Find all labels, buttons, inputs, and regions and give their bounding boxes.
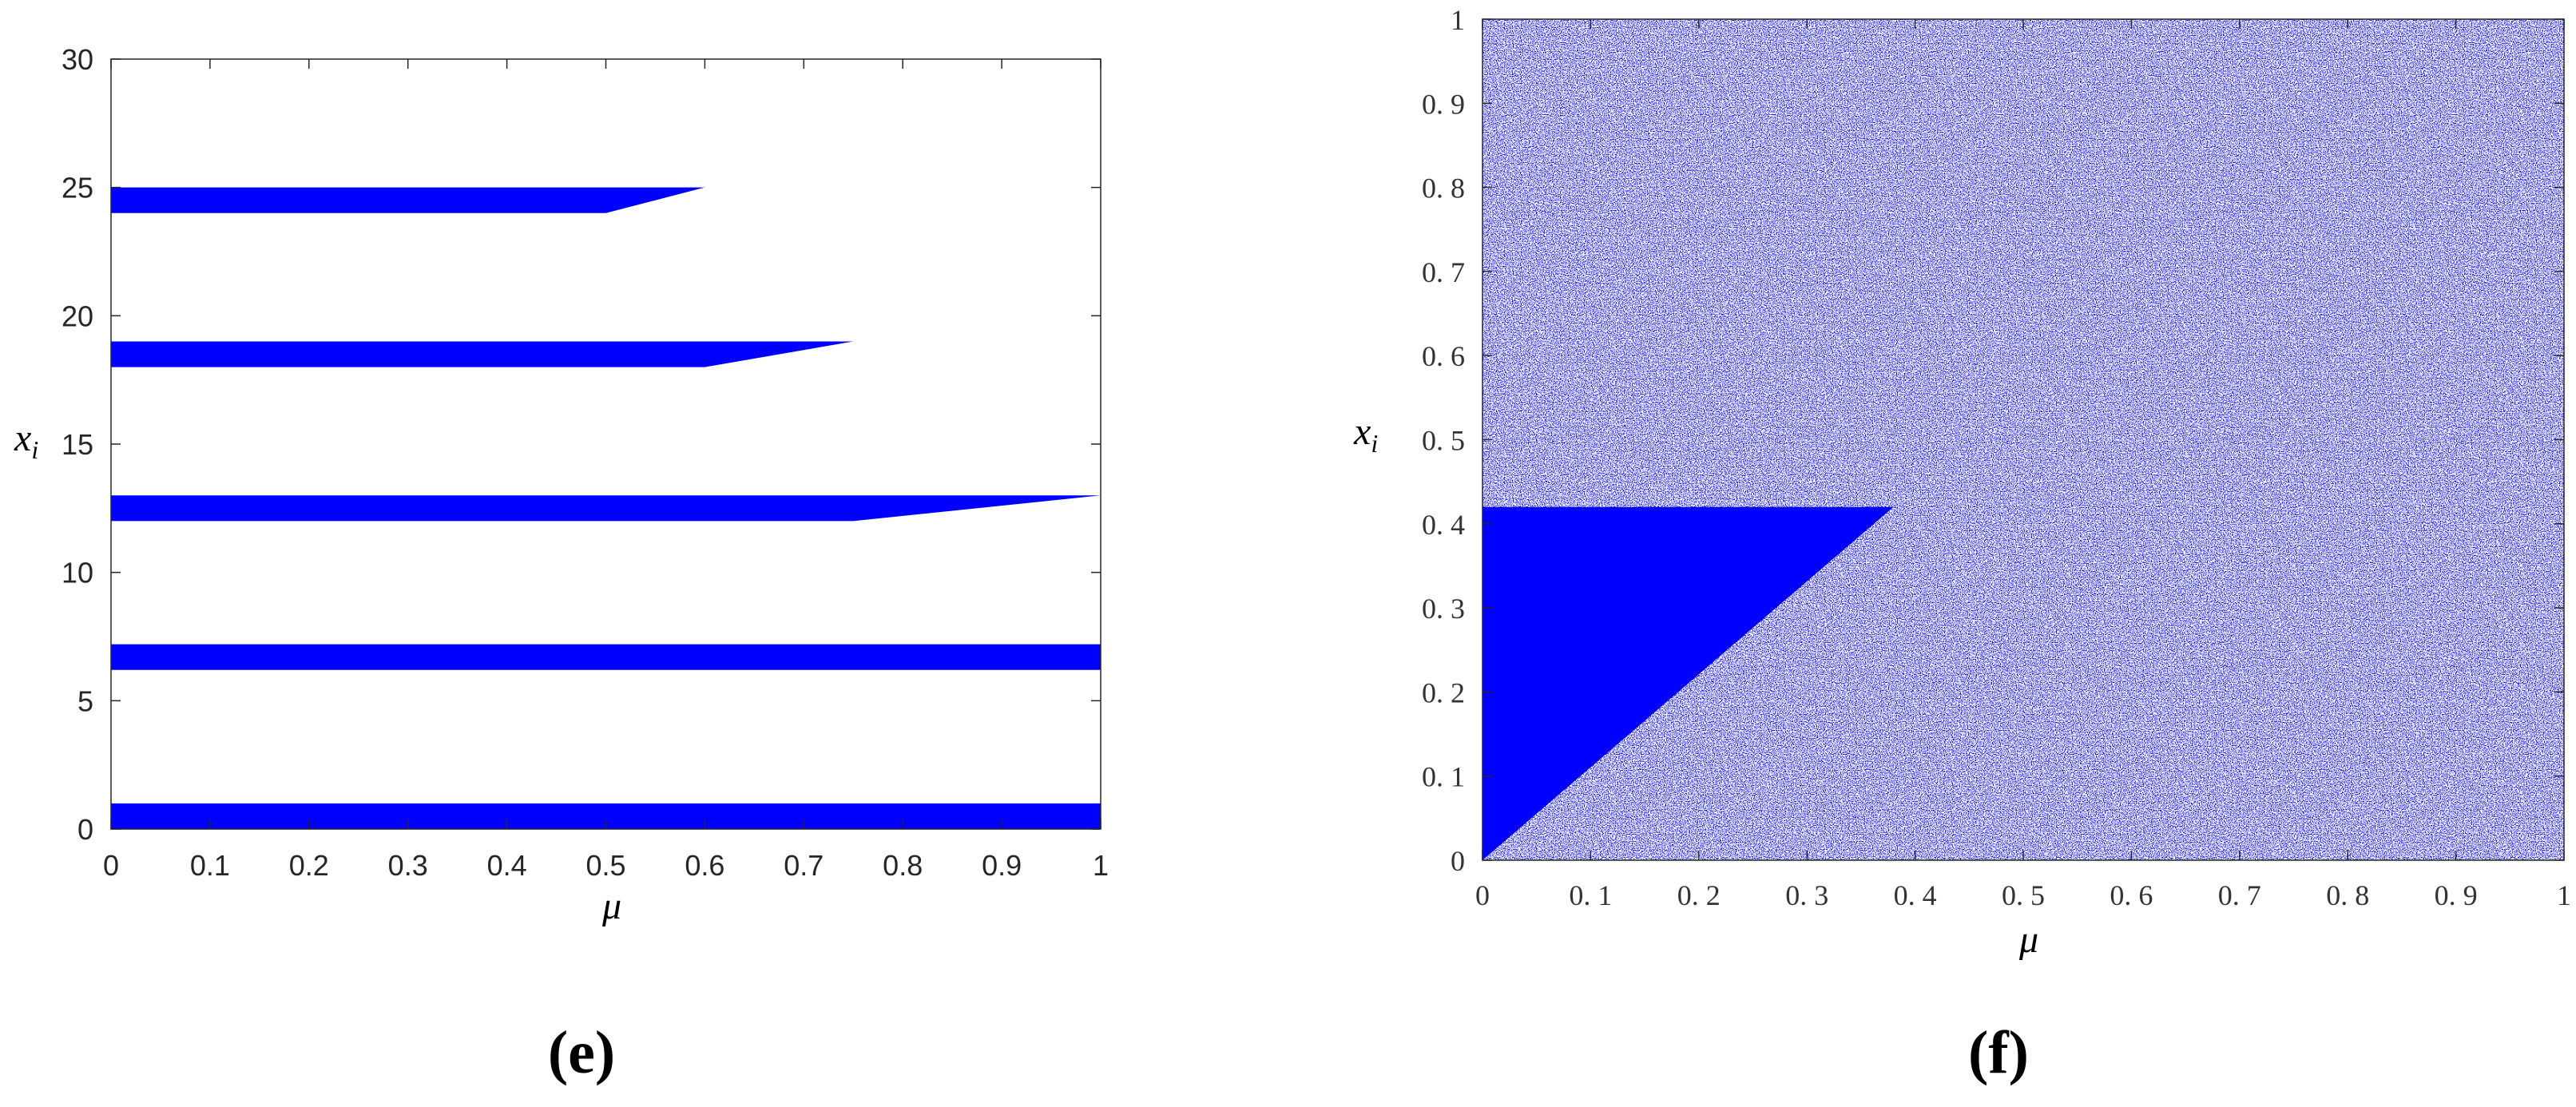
f-solid-wedge [1482, 506, 1894, 860]
f-y-tick-label: 0. 2 [1422, 676, 1465, 708]
e-y-tick-label: 20 [62, 300, 93, 332]
f-y-tick-label: 0 [1451, 845, 1465, 877]
f-y-tick-label: 1 [1451, 4, 1465, 36]
f-x-axis: 0 0. 1 0. 2 0. 3 0. 4 0. 5 0. 6 0. 7 0. 8 0. 9 1 [1475, 19, 2571, 911]
e-bands [111, 187, 1101, 829]
e-y-tick-label: 25 [62, 172, 93, 204]
f-y-tick-label: 0. 9 [1422, 88, 1465, 120]
f-scatter-gaps [1482, 19, 2564, 860]
e-band-4 [111, 341, 854, 367]
e-x-tick-label: 1 [1093, 849, 1109, 882]
f-x-tick-label: 1 [2557, 879, 2571, 911]
e-band-3 [111, 495, 1101, 522]
panel-e: 0 0.1 0.2 0.3 0.4 0.5 0.6 0.7 0.8 0.9 1 0 5 10 15 20 25… [14, 43, 1109, 1086]
e-y-label-main: x [14, 417, 31, 459]
e-band-1 [111, 803, 1101, 829]
f-y-tick-label: 0. 4 [1422, 509, 1465, 541]
f-y-tick-label: 0. 3 [1422, 593, 1465, 625]
e-y-axis-label: xi [14, 417, 38, 464]
e-x-tick-label: 0.5 [585, 849, 625, 882]
e-y-tick-label: 10 [62, 557, 93, 589]
f-x-tick-label: 0. 5 [2002, 879, 2045, 911]
f-x-tick-label: 0. 8 [2326, 879, 2369, 911]
e-y-tick-label: 30 [62, 43, 93, 76]
f-y-label-main: x [1353, 411, 1371, 453]
e-x-tick-label: 0 [103, 849, 119, 882]
f-y-tick-label: 0. 5 [1422, 425, 1465, 457]
f-y-tick-label: 0. 1 [1422, 761, 1465, 793]
e-y-label-sub: i [31, 435, 38, 464]
e-x-tick-label: 0.9 [982, 849, 1022, 882]
f-x-tick-label: 0 [1475, 879, 1490, 911]
e-x-tick-label: 0.8 [883, 849, 923, 882]
f-x-tick-label: 0. 7 [2218, 879, 2261, 911]
e-x-tick-label: 0.3 [388, 849, 428, 882]
e-y-tick-label: 15 [62, 428, 93, 461]
e-y-axis: 0 5 10 15 20 25 30 [62, 43, 1101, 846]
e-x-tick-label: 0.4 [487, 849, 527, 882]
e-x-tick-label: 0.7 [784, 849, 824, 882]
e-plot-frame [110, 58, 1101, 830]
f-y-tick-label: 0. 6 [1422, 340, 1465, 372]
e-x-tick-label: 0.1 [190, 849, 230, 882]
f-y-axis: 0 0. 1 0. 2 0. 3 0. 4 0. 5 0. 6 0. 7 0. 8 0. 9 1 [1422, 4, 2564, 877]
e-y-tick-label: 5 [77, 684, 93, 717]
f-caption: (f) [1968, 1019, 2029, 1086]
e-band-2 [111, 644, 1101, 670]
f-x-tick-label: 0. 1 [1569, 879, 1612, 911]
f-y-tick-label: 0. 7 [1422, 256, 1465, 288]
f-x-tick-label: 0. 3 [1785, 879, 1828, 911]
f-x-tick-label: 0. 6 [2110, 879, 2153, 911]
f-x-axis-label: μ [2018, 919, 2038, 961]
e-x-tick-label: 0.2 [289, 849, 329, 882]
e-x-axis: 0 0.1 0.2 0.3 0.4 0.5 0.6 0.7 0.8 0.9 1 [103, 59, 1109, 882]
f-x-tick-label: 0. 9 [2435, 879, 2478, 911]
e-x-tick-label: 0.6 [685, 849, 724, 882]
f-x-tick-label: 0. 4 [1894, 879, 1937, 911]
e-caption: (e) [548, 1019, 615, 1086]
e-y-tick-label: 0 [77, 813, 93, 846]
e-band-5 [111, 187, 705, 213]
panel-f: 0 0. 1 0. 2 0. 3 0. 4 0. 5 0. 6 0. 7 0. 8 0. 9 1 0… [1353, 4, 2571, 1086]
f-y-axis-label: xi [1353, 411, 1378, 458]
f-y-tick-label: 0. 8 [1422, 173, 1465, 204]
f-y-label-sub: i [1371, 429, 1378, 458]
e-x-axis-label: μ [601, 885, 621, 927]
f-x-tick-label: 0. 2 [1677, 879, 1721, 911]
